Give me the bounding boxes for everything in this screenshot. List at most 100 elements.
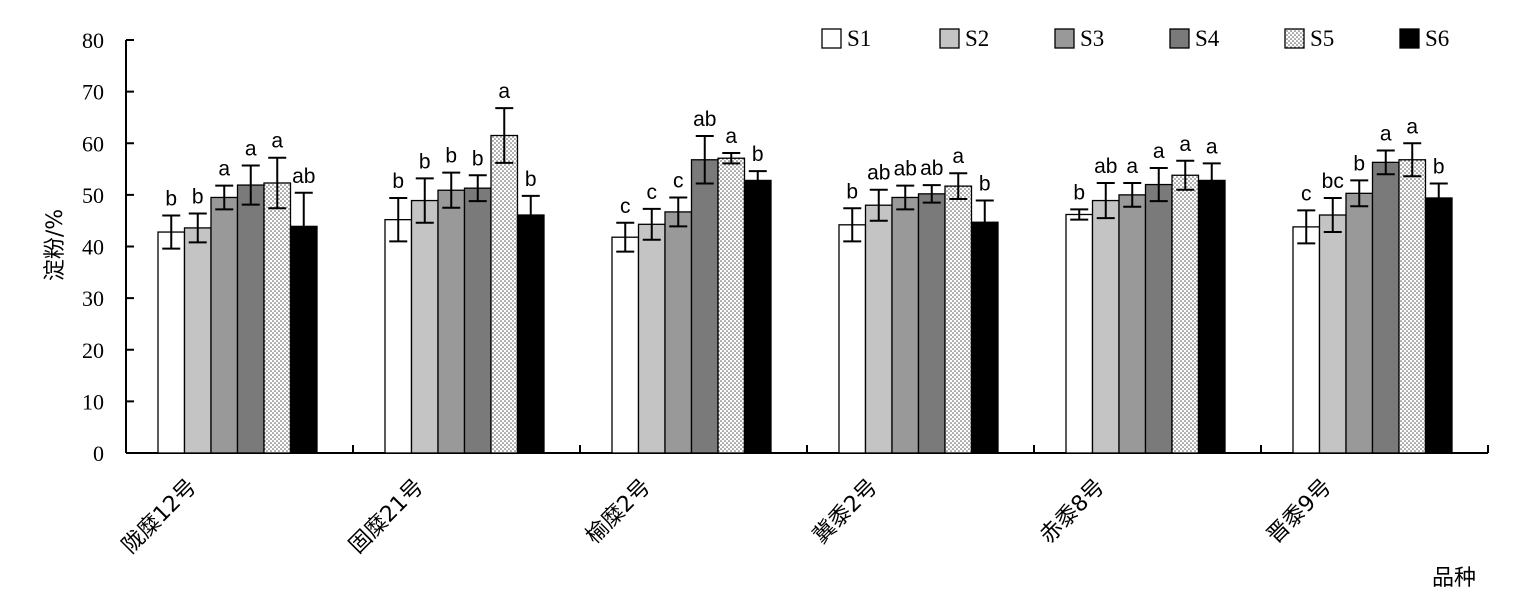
y-tick-label: 10 — [82, 389, 104, 414]
y-tick-label: 50 — [82, 183, 104, 208]
bar — [463, 187, 492, 454]
bars — [157, 134, 1453, 454]
significance-label: ab — [1094, 155, 1117, 178]
bar — [1118, 194, 1147, 454]
significance-label: b — [525, 168, 537, 191]
significance-label: a — [245, 137, 257, 160]
bar — [410, 199, 439, 454]
bar — [717, 157, 746, 454]
significance-label: b — [1433, 156, 1445, 179]
category-label: 赤黍8号 — [1035, 475, 1109, 549]
y-tick-label: 40 — [82, 235, 104, 260]
bar — [664, 211, 693, 454]
legend-swatch — [1284, 28, 1305, 49]
y-tick-label: 60 — [82, 131, 104, 156]
significance-label: a — [271, 130, 283, 153]
x-axis-title: 品种 — [1432, 566, 1476, 591]
bar — [437, 189, 466, 454]
significance-label: a — [1126, 155, 1138, 178]
bar — [864, 204, 893, 454]
significance-label: b — [165, 188, 177, 211]
legend-label: S1 — [847, 26, 871, 51]
significance-label: b — [192, 185, 204, 208]
significance-label: b — [1073, 181, 1085, 204]
bar — [289, 225, 318, 454]
significance-label: a — [952, 145, 964, 168]
significance-label: b — [752, 143, 764, 166]
significance-label: a — [1153, 140, 1165, 163]
legend-label: S5 — [1310, 26, 1334, 51]
y-tick-label: 0 — [93, 441, 104, 466]
y-axis-title: 淀粉/% — [43, 209, 68, 281]
significance-label: b — [472, 147, 484, 170]
significance-label: a — [1380, 122, 1392, 145]
significance-label: ab — [292, 165, 315, 188]
bar — [1065, 213, 1094, 454]
legend-swatch — [1054, 28, 1075, 49]
bar — [1371, 161, 1400, 454]
category-label: 陇糜12号 — [118, 475, 202, 559]
category-label: 榆糜2号 — [581, 475, 655, 549]
bar — [236, 184, 265, 454]
legend-label: S2 — [965, 26, 989, 51]
bar — [516, 214, 545, 454]
bar — [210, 196, 239, 454]
significance-label: c — [673, 169, 684, 192]
legend-label: S4 — [1195, 26, 1220, 51]
significance-label: b — [419, 150, 431, 173]
bar — [1318, 214, 1347, 454]
bar — [917, 193, 946, 454]
significance-label: ab — [894, 158, 917, 181]
significance-label: b — [979, 173, 991, 196]
bar — [637, 223, 666, 454]
legend-label: S3 — [1080, 26, 1104, 51]
bar — [1292, 226, 1321, 454]
bar — [1171, 174, 1200, 454]
bar — [1197, 179, 1226, 454]
significance-label: bc — [1322, 170, 1344, 193]
legend-swatch — [821, 28, 842, 49]
bar — [611, 236, 640, 454]
category-label: 晋黍9号 — [1262, 475, 1336, 549]
legend: S1 S2 S3 S4 S5 S6 — [821, 26, 1449, 51]
significance-label: ab — [693, 108, 716, 131]
significance-label: b — [846, 180, 858, 203]
bar — [183, 227, 212, 454]
category-labels: 陇糜12号 固糜21号 榆糜2号 冀黍2号 赤黍8号 晋黍9号 — [118, 475, 1337, 559]
bar — [1144, 183, 1173, 454]
significance-label: b — [445, 145, 457, 168]
bar — [1424, 197, 1453, 454]
y-tick-label: 80 — [82, 28, 104, 53]
y-tick-label: 30 — [82, 286, 104, 311]
legend-swatch — [1399, 28, 1420, 49]
significance-label: a — [218, 158, 230, 181]
bar — [838, 224, 867, 454]
error-bars — [162, 107, 1448, 261]
significance-label: b — [1353, 152, 1365, 175]
significance-label: a — [1179, 133, 1191, 156]
significance-label: c — [647, 181, 658, 204]
category-label: 固糜21号 — [345, 475, 429, 559]
y-tick-label: 20 — [82, 338, 104, 363]
bar — [1091, 199, 1120, 454]
bar — [157, 231, 186, 454]
category-label: 冀黍2号 — [808, 475, 882, 549]
bar — [970, 221, 999, 454]
axes: 0 10 20 30 40 50 60 70 80 — [82, 28, 1489, 466]
significance-label: a — [1206, 135, 1218, 158]
significance-label: a — [1406, 115, 1418, 138]
significance-label: ab — [867, 162, 890, 185]
bar — [263, 182, 292, 454]
significance-label: c — [620, 195, 631, 218]
significance-label: a — [725, 125, 737, 148]
bar — [891, 196, 920, 454]
bar — [690, 159, 719, 454]
bar — [1398, 159, 1427, 454]
bar — [384, 219, 413, 454]
significance-label: b — [392, 170, 404, 193]
legend-label: S6 — [1425, 26, 1449, 51]
bar — [1345, 192, 1374, 454]
bar — [944, 185, 973, 454]
